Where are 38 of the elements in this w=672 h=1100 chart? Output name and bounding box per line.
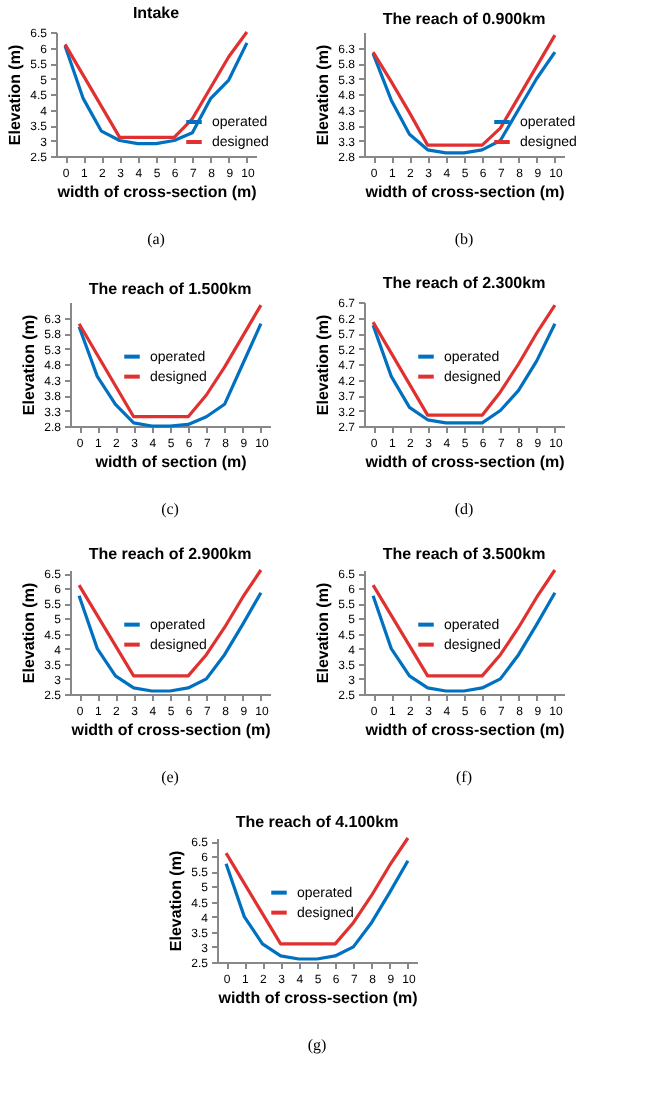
y-axis-title: Elevation (m) — [167, 850, 186, 952]
line-series — [371, 591, 557, 693]
line-series — [77, 322, 263, 428]
line-series — [77, 568, 263, 678]
line-series — [371, 303, 557, 417]
x-axis-title: width of section (m) — [93, 453, 248, 471]
y-axis-title: Elevation (m) — [20, 314, 39, 416]
y-axis-title: Elevation (m) — [314, 44, 333, 146]
x-axis-title: width of cross-section (m) — [69, 721, 272, 739]
x-axis-title: width of cross-section (m) — [363, 183, 566, 201]
y-axis-title: Elevation (m) — [314, 314, 333, 416]
x-axis-title: width of cross-section (m) — [363, 721, 566, 739]
x-axis-title: width of cross-section (m) — [363, 453, 566, 471]
x-axis-title: width of cross-section (m) — [216, 989, 419, 1007]
chart-title: The reach of 0.900km — [382, 10, 546, 28]
text: (c) — [161, 500, 180, 518]
text: (d) — [454, 500, 474, 518]
line-series — [224, 836, 410, 946]
chart-title: The reach of 2.900km — [88, 545, 252, 564]
text: (a) — [147, 230, 166, 248]
chart-title: Intake — [132, 4, 181, 22]
chart-title: The reach of 4.100km — [235, 813, 399, 832]
text: (b) — [454, 230, 474, 248]
chart-title: The reach of 3.500km — [382, 545, 546, 564]
x-axis-title: width of cross-section (m) — [55, 183, 258, 201]
line-series — [371, 568, 557, 678]
line-series — [77, 303, 263, 419]
chart-title: The reach of 1.500km — [88, 280, 252, 298]
text: (f) — [456, 768, 473, 786]
text: (e) — [161, 768, 180, 786]
line-series — [224, 859, 410, 961]
line-series — [371, 322, 557, 425]
y-axis-title: Elevation (m) — [20, 582, 39, 684]
chart-title: The reach of 2.300km — [382, 274, 546, 292]
line-series — [77, 591, 263, 693]
y-axis-title: Elevation (m) — [6, 44, 25, 146]
y-axis-title: Elevation (m) — [314, 582, 333, 684]
text: (g) — [307, 1036, 327, 1054]
